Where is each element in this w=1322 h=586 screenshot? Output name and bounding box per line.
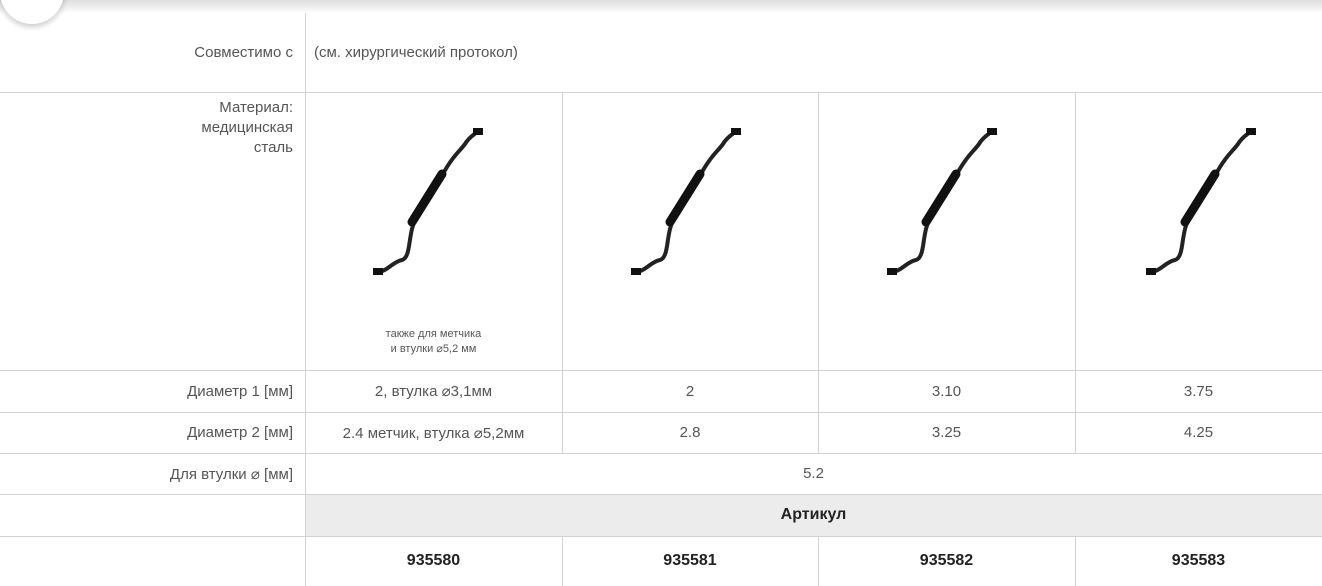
article-number: 935583 <box>1171 552 1226 569</box>
cell: 935583 <box>1075 536 1322 586</box>
cell: (см. хирургический протокол) <box>314 44 518 61</box>
col-line <box>818 536 819 586</box>
cell: 5.2 <box>803 465 824 482</box>
row-line <box>0 412 1322 413</box>
label-line: медицинская <box>201 119 293 136</box>
cell: 4.25 <box>1183 424 1214 441</box>
cell: 3.75 <box>1183 382 1214 400</box>
cell: 3.25 <box>931 424 962 441</box>
row-line <box>0 92 1322 93</box>
header-text: Артикул <box>780 506 847 523</box>
note: также для метчика и втулки ⌀5,2 мм <box>305 322 562 362</box>
instrument <box>631 128 741 275</box>
article-number: 935581 <box>663 552 717 569</box>
row-label: Диаметр 2 [мм] <box>187 424 293 441</box>
label-line: сталь <box>253 139 293 156</box>
note-line: также для метчика <box>385 328 482 340</box>
col-line <box>1075 92 1076 453</box>
row-label: Совместимо с <box>194 44 293 61</box>
col-line <box>1075 536 1076 586</box>
col-line <box>818 92 819 453</box>
instrument <box>1146 128 1256 275</box>
cell: 2 <box>685 382 695 400</box>
col-line <box>305 13 306 586</box>
cell: 2.4 метчик, втулка ⌀5,2мм <box>342 424 525 442</box>
cell: 2.8 <box>679 424 701 441</box>
label-line: Материал: <box>219 99 293 116</box>
row-label: Для втулки ⌀ [мм] <box>169 465 293 483</box>
cell: 935581 <box>562 536 818 586</box>
cell: 3.10 <box>931 382 962 400</box>
header: Артикул <box>305 494 1322 536</box>
header-bg <box>305 494 1322 536</box>
row-label: Диаметр 1 [мм] <box>187 382 293 400</box>
row-line <box>0 370 1322 371</box>
instrument <box>887 128 997 275</box>
row-line <box>0 453 1322 454</box>
cell: 935582 <box>818 536 1075 586</box>
cell: 2, втулка ⌀3,1мм <box>374 383 493 400</box>
row-line <box>0 494 1322 495</box>
row-line <box>0 536 1322 537</box>
article-number: 935580 <box>406 552 461 569</box>
col-line <box>562 536 563 586</box>
row-label: Материал: медицинская сталь <box>0 98 305 178</box>
note-line: и втулки ⌀5,2 мм <box>390 343 477 355</box>
col-line <box>562 92 563 453</box>
top-shadow <box>0 0 1322 13</box>
article-number: 935582 <box>919 552 974 569</box>
instrument <box>373 128 483 275</box>
cell: 935580 <box>305 536 562 586</box>
